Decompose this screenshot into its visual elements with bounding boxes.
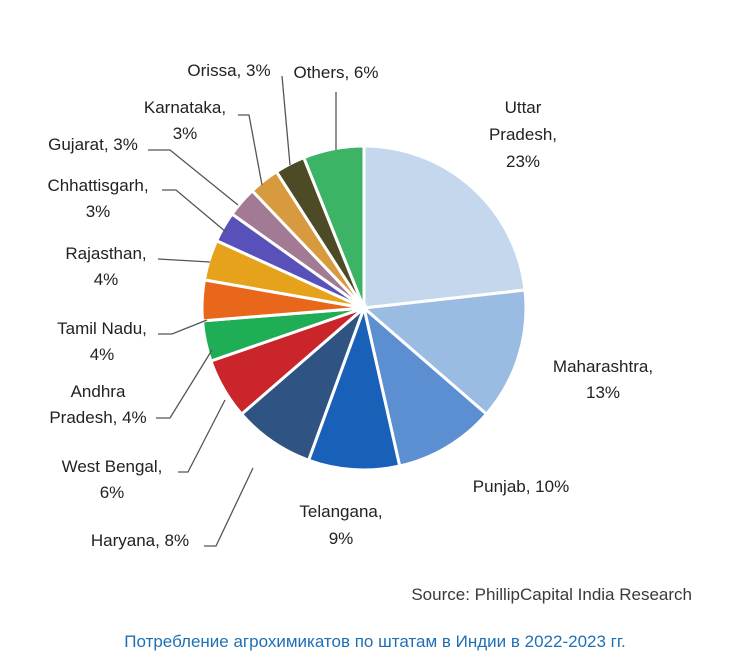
slice-label-gujarat: Gujarat, 3% bbox=[48, 135, 138, 154]
slice-label-punjab: Punjab, 10% bbox=[473, 477, 569, 496]
slice-label-andhra-pradesh: Andhra Pradesh, 4% bbox=[49, 382, 146, 427]
slice-label-haryana: Haryana, 8% bbox=[91, 531, 189, 550]
leader-line-orissa bbox=[281, 75, 291, 166]
pie-slice-uttar-pradesh bbox=[362, 144, 527, 310]
pie-slice-maharashtra bbox=[360, 288, 528, 417]
leader-line-karnataka bbox=[238, 114, 263, 186]
leader-line-chhattisgarh bbox=[162, 189, 227, 233]
leader-line-andhra-pradesh bbox=[156, 349, 213, 419]
pie-slice-telangana bbox=[306, 302, 402, 472]
leader-line-gujarat bbox=[148, 149, 239, 206]
slice-label-karnataka: Karnataka, 3% bbox=[144, 98, 226, 143]
slice-labels: Uttar Pradesh, 23% Maharashtra, 13% Punjab, 1… bbox=[47, 61, 653, 550]
pie-slice-others bbox=[301, 144, 366, 309]
leader-lines bbox=[148, 75, 337, 547]
leader-line-tamil-nadu bbox=[158, 319, 208, 335]
leader-line-rajasthan bbox=[157, 258, 211, 263]
pie-slice-punjab bbox=[361, 303, 489, 468]
slice-label-orissa: Orissa, 3% bbox=[187, 61, 270, 80]
leader-line-haryana bbox=[204, 467, 254, 547]
slice-label-uttar-pradesh: Uttar Pradesh, 23% bbox=[489, 98, 557, 171]
slice-label-west-bengal: West Bengal, 6% bbox=[62, 457, 163, 502]
slice-label-tamil-nadu: Tamil Nadu, 4% bbox=[57, 319, 147, 364]
figure-caption: Потребление агрохимикатов по штатам в Ин… bbox=[124, 632, 626, 651]
leader-line-west-bengal bbox=[178, 399, 226, 473]
source-note: Source: PhillipCapital India Research bbox=[411, 585, 692, 604]
slice-label-maharashtra: Maharashtra, 13% bbox=[553, 357, 653, 402]
slice-label-rajasthan: Rajasthan, 4% bbox=[65, 244, 146, 289]
slice-label-others: Others, 6% bbox=[293, 63, 378, 82]
pie-slices bbox=[200, 144, 528, 472]
slice-label-chhattisgarh: Chhattisgarh, 3% bbox=[47, 176, 148, 221]
slice-label-telangana: Telangana, 9% bbox=[299, 502, 382, 548]
